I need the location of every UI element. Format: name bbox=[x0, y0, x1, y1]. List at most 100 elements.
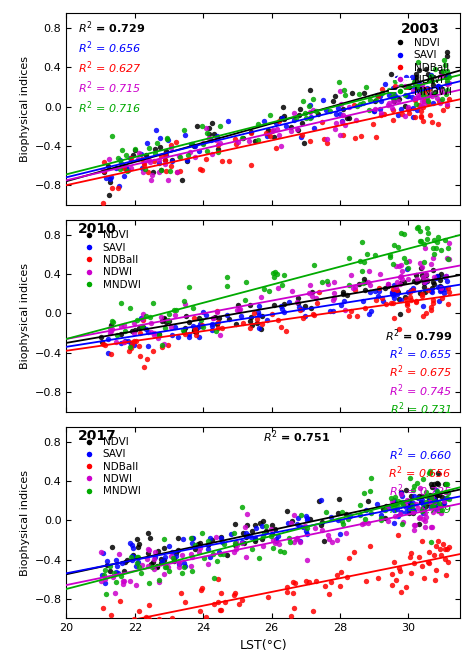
Point bbox=[126, 303, 133, 313]
Point bbox=[407, 295, 415, 305]
Point bbox=[164, 340, 172, 350]
Point bbox=[233, 305, 240, 316]
Point bbox=[199, 138, 207, 148]
Point bbox=[143, 138, 150, 148]
Point bbox=[388, 496, 395, 507]
Point bbox=[411, 519, 419, 530]
Point bbox=[164, 561, 172, 572]
Point bbox=[101, 340, 109, 350]
Point bbox=[294, 293, 301, 304]
Point bbox=[272, 142, 280, 153]
Point bbox=[99, 570, 106, 581]
Point bbox=[424, 68, 432, 79]
Point bbox=[443, 72, 450, 82]
Point bbox=[290, 114, 298, 125]
Point bbox=[427, 492, 435, 503]
Legend: NDVI, SAVI, NDBalI, NDWI, MNDWI: NDVI, SAVI, NDBalI, NDWI, MNDWI bbox=[386, 19, 455, 100]
Point bbox=[430, 279, 438, 289]
Point bbox=[149, 345, 156, 356]
Point bbox=[422, 64, 429, 74]
Point bbox=[306, 107, 314, 118]
Point bbox=[427, 465, 434, 476]
Point bbox=[428, 259, 435, 270]
Point bbox=[418, 111, 425, 122]
Point bbox=[278, 280, 285, 291]
Point bbox=[401, 277, 408, 287]
Point bbox=[273, 269, 281, 279]
Point bbox=[272, 533, 280, 544]
Point bbox=[422, 487, 429, 497]
Point bbox=[111, 618, 118, 629]
Point bbox=[298, 118, 306, 128]
Point bbox=[367, 306, 375, 317]
Point bbox=[397, 488, 405, 499]
Point bbox=[361, 277, 369, 288]
Point bbox=[171, 552, 178, 563]
Point bbox=[398, 75, 405, 86]
Point bbox=[391, 89, 399, 100]
Point bbox=[247, 160, 255, 170]
Point bbox=[398, 497, 405, 507]
Point bbox=[306, 85, 314, 96]
Text: $R^2$ = 0.660: $R^2$ = 0.660 bbox=[389, 446, 452, 463]
Point bbox=[157, 151, 164, 162]
Point bbox=[130, 614, 138, 624]
Point bbox=[118, 144, 126, 155]
Point bbox=[245, 136, 253, 147]
Point bbox=[143, 311, 150, 322]
Point bbox=[279, 101, 287, 112]
Point bbox=[390, 293, 398, 303]
Point bbox=[402, 582, 410, 593]
Point bbox=[149, 167, 157, 178]
Legend: NDVI, SAVI, NDBalI, NDWI, MNDWI: NDVI, SAVI, NDBalI, NDWI, MNDWI bbox=[75, 434, 144, 499]
Point bbox=[425, 96, 432, 106]
Point bbox=[418, 497, 425, 507]
Point bbox=[443, 65, 450, 76]
Point bbox=[441, 554, 448, 565]
Point bbox=[274, 283, 282, 293]
Point bbox=[336, 130, 344, 140]
Point bbox=[99, 198, 106, 209]
Point bbox=[431, 64, 438, 74]
Point bbox=[166, 166, 174, 176]
Point bbox=[429, 80, 437, 90]
Point bbox=[254, 307, 262, 317]
Point bbox=[298, 132, 305, 143]
Point bbox=[142, 155, 150, 166]
Point bbox=[240, 537, 248, 548]
Point bbox=[146, 157, 153, 168]
Point bbox=[146, 311, 154, 322]
Point bbox=[428, 305, 435, 315]
Point bbox=[147, 559, 155, 569]
Point bbox=[317, 520, 325, 531]
Point bbox=[403, 264, 411, 275]
Point bbox=[394, 287, 402, 297]
Point bbox=[445, 94, 453, 104]
Point bbox=[167, 550, 175, 561]
Point bbox=[213, 555, 221, 566]
Point bbox=[310, 606, 317, 616]
Point bbox=[446, 493, 453, 504]
Point bbox=[334, 514, 342, 525]
Point bbox=[405, 108, 413, 118]
Point bbox=[437, 67, 445, 78]
Point bbox=[215, 313, 222, 323]
Point bbox=[414, 222, 422, 233]
Point bbox=[139, 166, 147, 177]
Point bbox=[431, 87, 438, 98]
Point bbox=[434, 93, 441, 104]
Point bbox=[433, 478, 441, 489]
Point bbox=[391, 91, 399, 102]
Point bbox=[287, 517, 295, 528]
Point bbox=[302, 112, 310, 123]
Point bbox=[205, 133, 213, 144]
Point bbox=[409, 111, 416, 122]
Point bbox=[310, 310, 318, 321]
Point bbox=[403, 256, 410, 267]
Point bbox=[165, 566, 173, 577]
Point bbox=[188, 533, 195, 543]
Point bbox=[432, 485, 440, 495]
Point bbox=[388, 92, 395, 102]
Point bbox=[365, 309, 373, 319]
Point bbox=[116, 595, 123, 606]
